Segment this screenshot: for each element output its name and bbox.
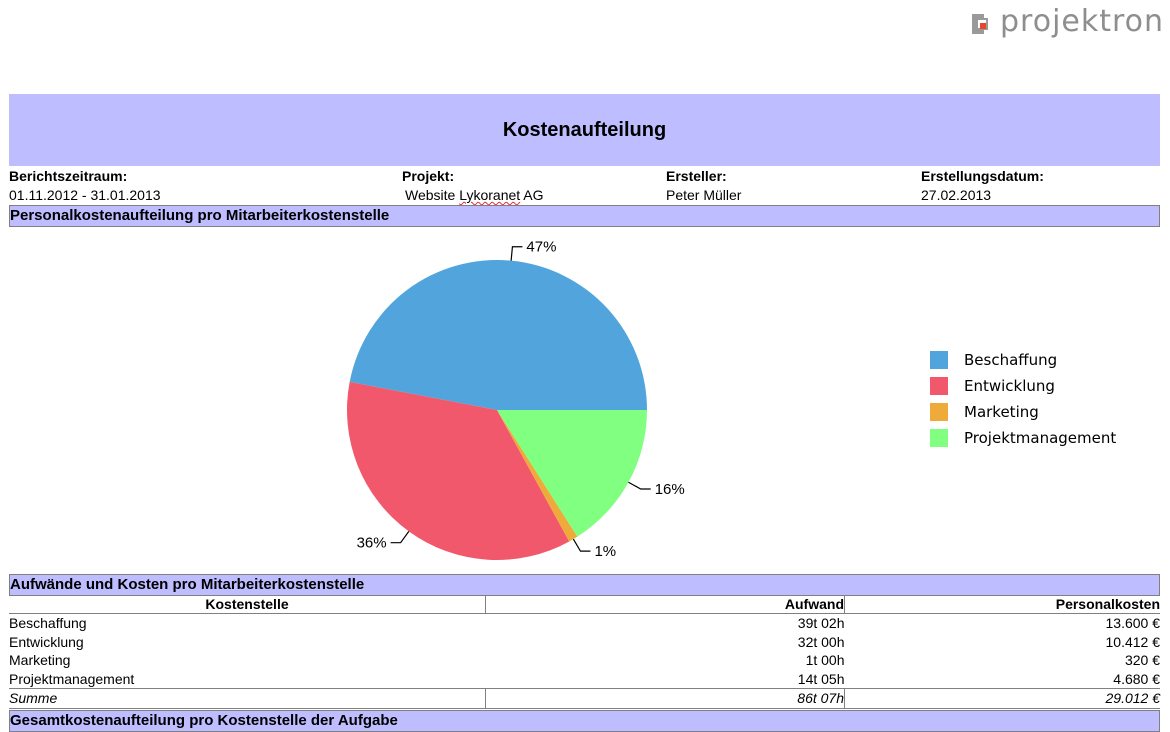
table-cell: Projektmanagement [9, 670, 135, 687]
logo-mark-icon [972, 9, 994, 35]
meta-value: 01.11.2012 - 31.01.2013 [9, 187, 161, 203]
table-cell: Entwicklung [9, 633, 84, 650]
column-header: Kostenstelle [9, 595, 486, 614]
sum-cell: Summe [9, 688, 486, 709]
section-gesamtkosten: Gesamtkostenaufteilung pro Kostenstelle … [9, 710, 1160, 732]
pie-slice-beschaffung [349, 259, 647, 410]
pie-leader-line [572, 538, 591, 552]
legend-label: Projektmanagement [964, 429, 1116, 447]
legend-label: Marketing [964, 403, 1039, 421]
table-sum-row: Summe 86t 07h 29.012 € [9, 688, 1160, 709]
pie-data-label: 47% [526, 239, 556, 256]
column-header: Personalkosten [844, 595, 1160, 614]
table-cell: 14t 05h [797, 670, 845, 687]
legend-swatch [930, 377, 948, 395]
report-title: Kostenaufteilung [502, 118, 667, 141]
projektron-logo: projektron [972, 4, 1164, 40]
legend-label: Beschaffung [964, 351, 1057, 369]
meta-value: Peter Müller [666, 187, 742, 203]
table-cell: 320 € [1124, 652, 1160, 669]
meta-label: Berichtszeitraum: [9, 168, 128, 184]
meta-value: Website Lykoranet AG [402, 186, 544, 205]
legend-swatch [930, 429, 948, 447]
table-cell: 39t 02h [797, 615, 845, 632]
legend-swatch [930, 403, 948, 421]
pie-leader-line [390, 530, 410, 544]
table-row: Projektmanagement 14t 05h 4.680 € [9, 670, 1160, 689]
table-row: Beschaffung 39t 02h 13.600 € [9, 614, 1160, 633]
meta-label: Ersteller: [666, 168, 727, 184]
pie-chart: 47% 36% 1% 16% Beschaffung Entwicklung Marketi… [347, 239, 1116, 560]
pie-data-label: 36% [357, 535, 387, 552]
legend-swatch [930, 351, 948, 369]
meta-label: Projekt: [402, 168, 455, 184]
table-header-row: Kostenstelle Aufwand Personalkosten [9, 595, 1160, 614]
table-cell: 10.412 € [1105, 633, 1161, 650]
meta-berichtszeitraum: Berichtszeitraum: 01.11.2012 - 31.01.201… [9, 167, 161, 205]
pie-slice-marketing [497, 410, 578, 542]
table-cell: 1t 00h [805, 652, 845, 669]
table-cell: 4.680 € [1113, 670, 1160, 687]
meta-value: 27.02.2013 [921, 187, 992, 203]
project-name-suffix: AG [520, 187, 544, 203]
table-cell: Marketing [9, 652, 71, 669]
sum-cell: 29.012 € [844, 688, 1160, 709]
table-cell: Beschaffung [9, 615, 87, 632]
project-name-flagged: Lykoranet [459, 187, 521, 203]
cost-table: Kostenstelle Aufwand Personalkosten Besc… [9, 595, 1160, 709]
column-header: Aufwand [485, 595, 845, 614]
logo-text: projektron [1000, 4, 1165, 39]
section-personalkosten: Personalkostenaufteilung pro Mitarbeiter… [9, 205, 1160, 227]
table-cell: 32t 00h [797, 633, 845, 650]
report-title-band: Kostenaufteilung [9, 94, 1160, 166]
pie-data-label: 1% [594, 543, 616, 560]
table-row: Entwicklung 32t 00h 10.412 € [9, 633, 1160, 652]
pie-data-label: 16% [655, 481, 685, 498]
pie-slice-entwicklung [347, 381, 570, 560]
meta-label: Erstellungsdatum: [921, 168, 1044, 184]
meta-erstellungsdatum: Erstellungsdatum: 27.02.2013 [921, 167, 1044, 205]
project-name-prefix: Website [405, 187, 460, 203]
pie-slice-projektmanagement [497, 410, 647, 537]
section-aufwaende: Aufwände und Kosten pro Mitarbeiterkoste… [9, 574, 1160, 596]
table-cell: 13.600 € [1105, 615, 1161, 632]
sum-cell: 86t 07h [485, 688, 845, 709]
legend-label: Entwicklung [964, 377, 1055, 395]
pie-leader-line [628, 481, 651, 490]
meta-ersteller: Ersteller: Peter Müller [666, 167, 741, 205]
table-row: Marketing 1t 00h 320 € [9, 651, 1160, 670]
pie-leader-line [510, 246, 523, 261]
meta-projekt: Projekt: Website Lykoranet AG [402, 167, 544, 205]
